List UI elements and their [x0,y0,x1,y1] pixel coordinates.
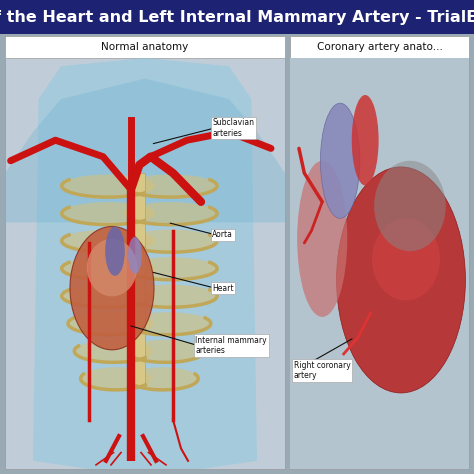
Ellipse shape [352,95,379,185]
Bar [290,58,469,469]
Text: Aorta: Aorta [212,230,233,239]
Text: Right coronary
artery: Right coronary artery [293,361,350,380]
Ellipse shape [68,312,154,335]
Ellipse shape [124,174,217,197]
Ellipse shape [297,161,347,317]
Ellipse shape [125,312,211,335]
Ellipse shape [127,340,204,362]
Ellipse shape [372,219,440,301]
Text: Internal mammary
arteries: Internal mammary arteries [195,336,267,356]
Ellipse shape [74,340,153,362]
Ellipse shape [124,202,217,225]
Ellipse shape [374,161,446,251]
Ellipse shape [124,229,217,252]
Ellipse shape [124,285,217,307]
Bar [5,36,285,58]
Text: Anatomy of the Heart and Left Internal Mammary Artery - TrialExhibits Inc.: Anatomy of the Heart and Left Internal M… [0,9,474,25]
Bar [5,36,285,469]
Ellipse shape [124,257,217,280]
Ellipse shape [62,229,155,252]
Text: Normal anatomy: Normal anatomy [101,42,189,52]
Ellipse shape [70,227,154,350]
Text: Subclavian
arteries: Subclavian arteries [212,118,254,137]
Bar [290,36,469,58]
Ellipse shape [87,239,137,296]
Text: Heart: Heart [212,283,234,292]
Bar [0,0,474,34]
Ellipse shape [81,367,151,390]
Ellipse shape [62,202,155,225]
Ellipse shape [62,174,155,197]
Ellipse shape [128,237,142,274]
Ellipse shape [128,367,198,390]
Ellipse shape [105,227,125,276]
Ellipse shape [337,167,465,393]
Polygon shape [33,58,257,469]
Bar [133,173,146,387]
Ellipse shape [62,257,155,280]
Ellipse shape [62,285,155,307]
Bar [290,36,469,469]
Text: Coronary artery anato...: Coronary artery anato... [317,42,442,52]
Ellipse shape [320,103,360,219]
Polygon shape [5,79,285,222]
